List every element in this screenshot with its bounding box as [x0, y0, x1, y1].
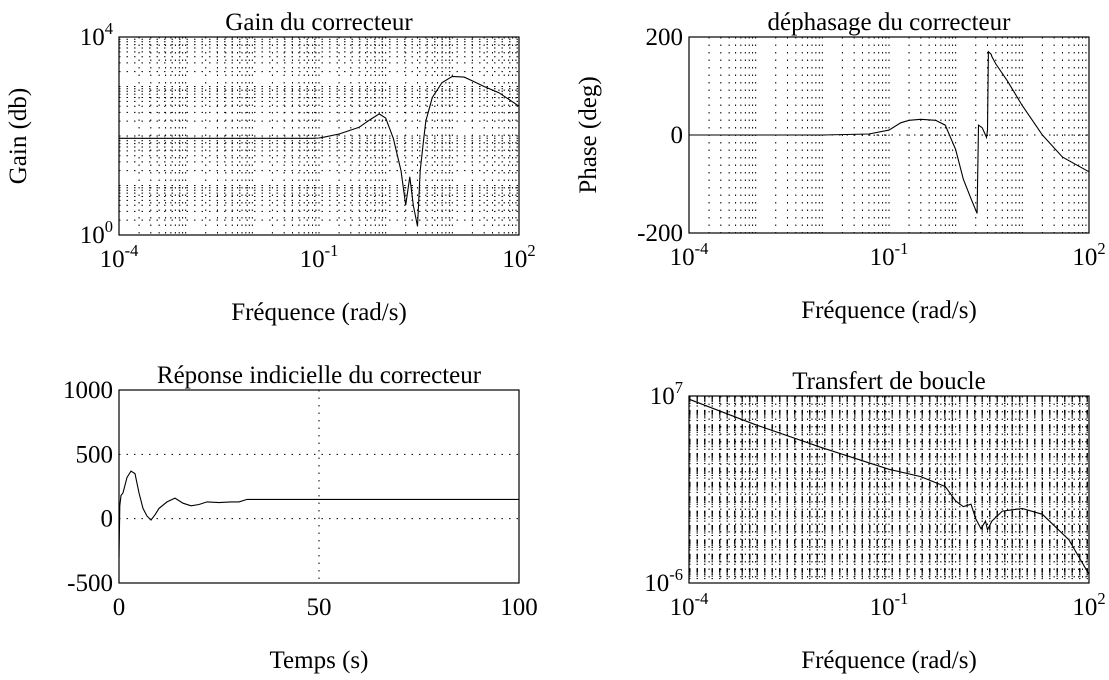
chart-title: Gain du correcteur	[225, 9, 413, 36]
chart-title: Transfert de boucle	[792, 368, 985, 395]
y-tick-label: 0	[671, 122, 684, 149]
chart-2: Réponse indicielle du correcteur 0 50 100 -5…	[63, 362, 538, 674]
chart-1: déphasage du correcteur 10-4 10-1 102 -200 0 2…	[575, 9, 1106, 324]
x-tick-label: 102	[502, 241, 535, 273]
x-tick-label: 0	[113, 594, 126, 621]
x-tick-label: 10-4	[670, 589, 709, 621]
series-line-0	[688, 398, 1090, 575]
chart-3: Transfert de boucle 10-4 10-1 102 10-6 107 Fré…	[644, 368, 1105, 674]
y-tick-label: 100	[80, 217, 113, 249]
y-tick-label: 500	[76, 441, 114, 468]
chart-0: Gain du correcteur 10-4 10-1 102 100 104 Fréqu…	[5, 9, 536, 326]
y-tick-label: 200	[646, 24, 684, 51]
x-axis-label: Fréquence (rad/s)	[801, 297, 977, 324]
x-tick-label: 100	[500, 594, 538, 621]
series-line-0	[118, 470, 519, 558]
chart-title: déphasage du correcteur	[768, 9, 1012, 36]
y-tick-label: -500	[67, 570, 113, 597]
grid	[119, 37, 519, 235]
series-line-0	[689, 50, 1090, 214]
x-tick-label: 10-4	[670, 239, 709, 271]
x-tick-label: 102	[1072, 239, 1105, 271]
y-tick-label: 107	[650, 378, 683, 410]
y-tick-label: 104	[80, 19, 113, 51]
series-line-0	[119, 75, 520, 227]
y-tick-label: -200	[637, 220, 683, 247]
x-axis-label: Fréquence (rad/s)	[231, 299, 407, 326]
x-axis-label: Temps (s)	[270, 647, 369, 674]
plot-frame	[118, 36, 520, 236]
y-tick-label: 0	[101, 506, 114, 533]
y-tick-label: 10-6	[644, 565, 683, 597]
x-tick-label: 10-1	[300, 241, 339, 273]
y-axis-label: Gain (db)	[5, 88, 32, 185]
x-tick-label: 10-1	[870, 589, 909, 621]
plot-frame	[118, 389, 520, 584]
grid	[119, 390, 519, 583]
chart-title: Réponse indicielle du correcteur	[157, 362, 482, 389]
plot-frame	[688, 395, 1090, 584]
x-tick-label: 10-1	[870, 239, 909, 271]
x-tick-label: 50	[307, 594, 332, 621]
grid	[689, 396, 1089, 583]
y-tick-label: 1000	[63, 377, 113, 404]
x-tick-label: 102	[1072, 589, 1105, 621]
x-axis-label: Fréquence (rad/s)	[801, 647, 977, 674]
x-tick-label: 10-4	[100, 241, 139, 273]
y-axis-label: Phase (deg)	[575, 76, 602, 193]
